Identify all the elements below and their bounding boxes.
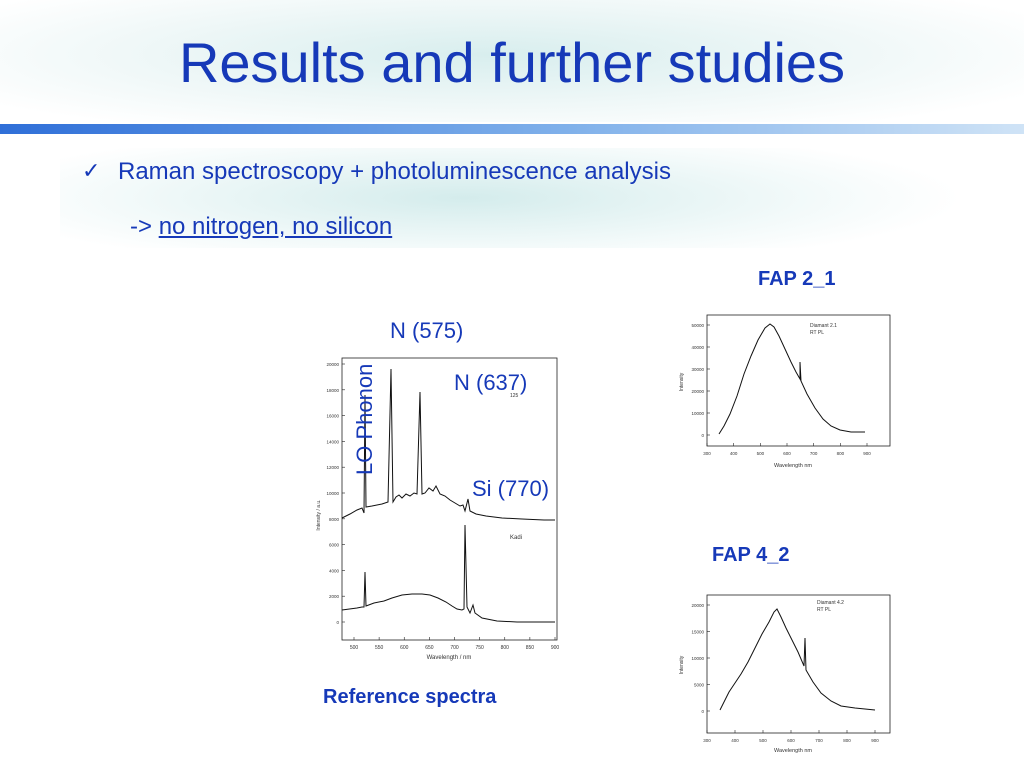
ref-x-tick-label: 600 xyxy=(400,645,409,651)
fap42-y-tick-label: 5000 xyxy=(694,683,705,688)
fap42-x-tick-label: 800 xyxy=(843,738,851,743)
slide-title: Results and further studies xyxy=(178,31,846,94)
fap21-y-tick-label: 0 xyxy=(701,433,704,438)
reference-spectra-label: Reference spectra xyxy=(323,686,497,708)
ref-x-tick-label: 700 xyxy=(450,645,459,651)
ref-y-tick-label: 14000 xyxy=(326,439,339,444)
fap21-y-tick-label: 10000 xyxy=(691,411,704,416)
ref-y-tick-label: 12000 xyxy=(326,465,339,470)
ref-x-tick-label: 550 xyxy=(375,645,384,651)
fap42-y-tick-label: 20000 xyxy=(691,603,704,608)
ref-x-tick-label: 900 xyxy=(551,645,560,651)
n637-annotation: N (637) xyxy=(454,370,528,395)
title-divider-bar xyxy=(0,124,1024,134)
fap21-ylabel: Intensity xyxy=(679,372,685,391)
fap21-pl-plot: 0 10000 20000 30000 40000 50000 300 400 500 600 7… xyxy=(679,314,891,469)
ref-y-tick-label: 6000 xyxy=(329,543,340,548)
ref-y-tick-label: 2000 xyxy=(329,594,340,599)
fap21-x-tick-label: 300 xyxy=(703,451,711,456)
fap42-x-tick-label: 300 xyxy=(703,738,711,743)
fap21-x-tick-label: 700 xyxy=(810,451,818,456)
fap42-xlabel: Wavelength nm xyxy=(774,748,812,754)
ref-y-tick-label: 10000 xyxy=(326,491,339,496)
ref-ylabel: Intensity / a.u. xyxy=(316,499,322,530)
sub-bullet-conclusion: no nitrogen, no silicon xyxy=(158,213,393,240)
ref-upper-spectrum xyxy=(341,368,555,521)
ref-xlabel: Wavelength / nm xyxy=(427,655,472,661)
bullet-background xyxy=(60,148,960,248)
ref-y-tick-label: 16000 xyxy=(326,414,339,419)
fap42-x-tick-label: 400 xyxy=(731,738,739,743)
sub-bullet-arrow: -> xyxy=(130,213,153,240)
ref-y-tick-label: 20000 xyxy=(326,362,339,367)
fap21-x-tick-label: 500 xyxy=(757,451,765,456)
fap42-x-tick-label: 700 xyxy=(815,738,823,743)
fap21-y-tick-label: 30000 xyxy=(691,367,704,372)
fap21-y-tick-label: 40000 xyxy=(691,345,704,350)
bullet-text: Raman spectroscopy + photoluminescence a… xyxy=(118,158,671,185)
ref-small-label: 125 xyxy=(510,393,519,399)
fap42-ylabel: Intensity xyxy=(679,655,685,674)
ref-y-tick-label: 4000 xyxy=(329,568,340,573)
fap21-x-tick-label: 800 xyxy=(837,451,845,456)
fap42-legend-sample: Diamant 4.2 xyxy=(817,600,844,606)
ref-x-tick-label: 500 xyxy=(350,645,359,651)
fap42-y-tick-label: 0 xyxy=(701,709,704,714)
ref-y-tick-label: 8000 xyxy=(329,517,340,522)
fap42-x-tick-label: 500 xyxy=(759,738,767,743)
ref-inset-label: Kadi xyxy=(510,535,522,541)
lo-phonon-annotation: LO Phonon xyxy=(352,363,377,475)
fap21-xlabel: Wavelength nm xyxy=(774,463,812,469)
fap42-y-tick-label: 10000 xyxy=(691,656,704,661)
fap42-pl-curve xyxy=(719,608,876,711)
fap21-x-tick-label: 600 xyxy=(783,451,791,456)
title-background xyxy=(0,0,1024,122)
si770-annotation: Si (770) xyxy=(472,476,550,501)
fap21-x-tick-label: 900 xyxy=(863,451,871,456)
ref-x-tick-label: 650 xyxy=(425,645,434,651)
reference-spectra-plot: 0 2000 4000 6000 8000 10000 12000 14000 16000 180… xyxy=(316,357,560,661)
fap42-pl-plot: 0 5000 10000 15000 20000 300 400 500 600 700 800 9… xyxy=(679,594,891,754)
fap21-y-tick-label: 50000 xyxy=(691,323,704,328)
fap21-legend-mode: RT PL xyxy=(810,330,824,336)
fap21-y-tick-label: 20000 xyxy=(691,389,704,394)
ref-x-tick-label: 750 xyxy=(475,645,484,651)
fap21-pl-curve xyxy=(718,323,865,435)
fap21-legend-sample: Diamant 2.1 xyxy=(810,323,837,329)
sub-bullet: -> no nitrogen, no silicon xyxy=(130,213,392,241)
fap42-legend-mode: RT PL xyxy=(817,607,831,613)
fap42-x-tick-label: 900 xyxy=(871,738,879,743)
ref-x-tick-label: 850 xyxy=(526,645,535,651)
fap21-label: FAP 2_1 xyxy=(758,268,836,290)
fap42-label: FAP 4_2 xyxy=(712,544,790,566)
ref-y-tick-label: 0 xyxy=(336,620,339,625)
n575-annotation: N (575) xyxy=(390,318,464,343)
ref-y-tick-label: 18000 xyxy=(326,388,339,393)
ref-lower-spectrum xyxy=(341,524,555,623)
fap42-y-tick-label: 15000 xyxy=(691,630,704,635)
fap42-x-tick-label: 600 xyxy=(787,738,795,743)
fap21-x-tick-label: 400 xyxy=(730,451,738,456)
ref-x-tick-label: 800 xyxy=(501,645,510,651)
checkmark-icon: ✓ xyxy=(82,158,101,183)
